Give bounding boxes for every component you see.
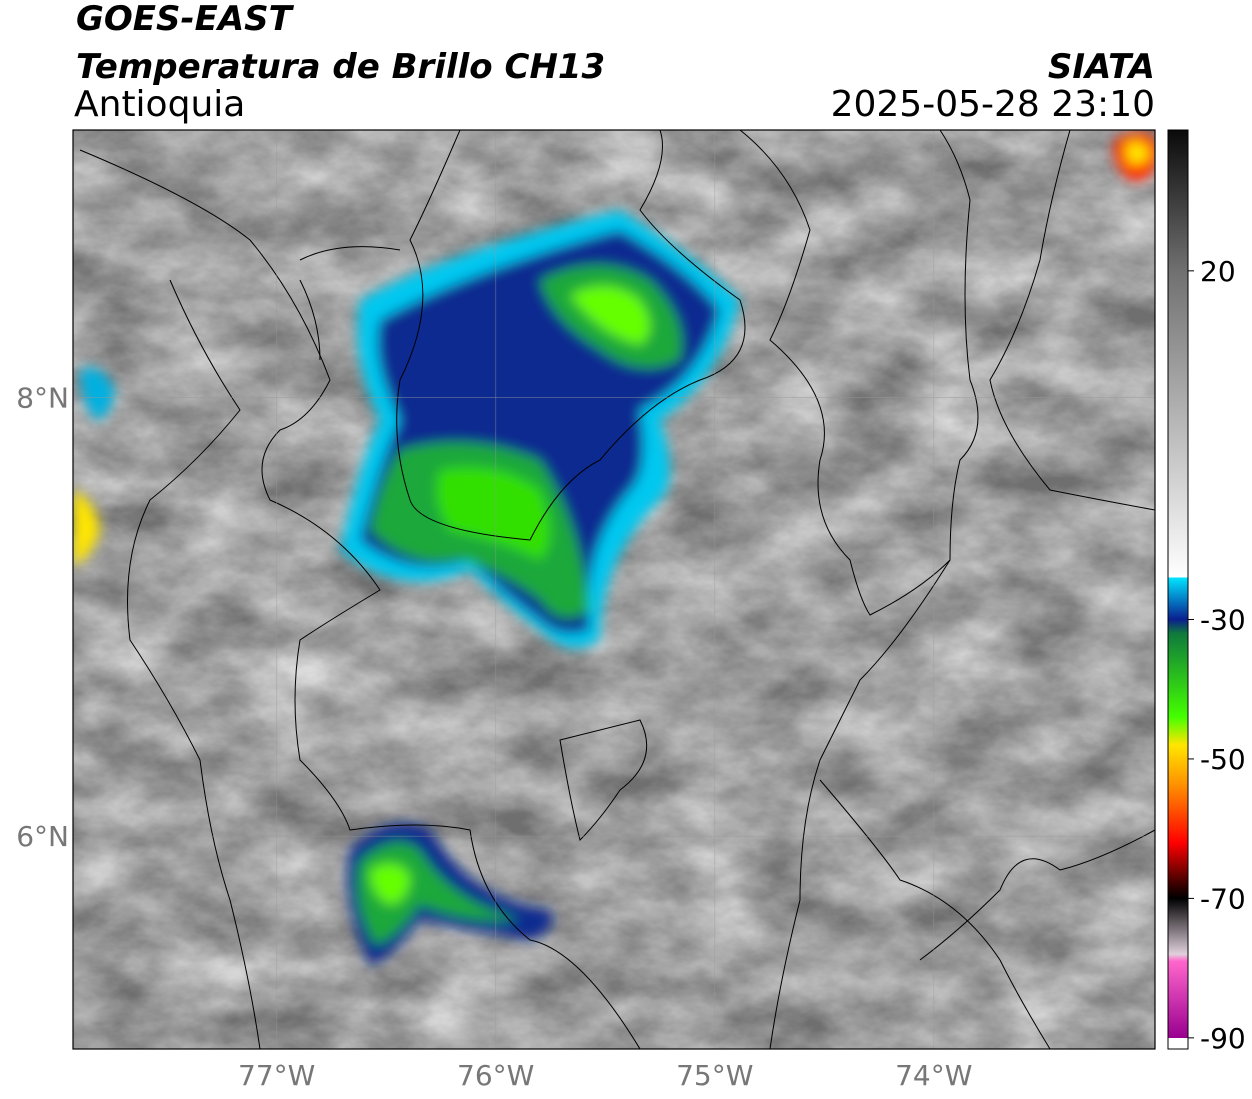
- x-tick-label: 75°W: [676, 1059, 753, 1092]
- x-tick-label: 76°W: [457, 1059, 534, 1092]
- colorbar-tick-label: -50: [1200, 743, 1246, 776]
- x-tick-label: 77°W: [238, 1059, 315, 1092]
- colorbar-tick-label: -70: [1200, 882, 1246, 915]
- source: SIATA: [1048, 47, 1155, 87]
- graticule: [73, 130, 1155, 1049]
- colorbar: [1167, 129, 1189, 1050]
- x-tick-label: 74°W: [895, 1059, 972, 1092]
- y-tick-label: 8°N: [16, 382, 69, 415]
- colorbar-tick-label: 20: [1200, 255, 1236, 288]
- subtitle: Temperatura de Brillo CH13: [76, 47, 605, 87]
- map-area: [73, 130, 1155, 1049]
- title: GOES-EAST: [76, 0, 295, 39]
- y-tick-label: 6°N: [16, 820, 69, 853]
- region: Antioquia: [74, 84, 245, 125]
- colorbar-tick-label: -30: [1200, 603, 1246, 636]
- map-frame: [72, 129, 1156, 1050]
- timestamp: 2025-05-28 23:10: [831, 84, 1155, 125]
- storm-cells: [73, 132, 1155, 965]
- borders: [79, 130, 1155, 1049]
- colorbar-tick-label: -90: [1200, 1022, 1246, 1055]
